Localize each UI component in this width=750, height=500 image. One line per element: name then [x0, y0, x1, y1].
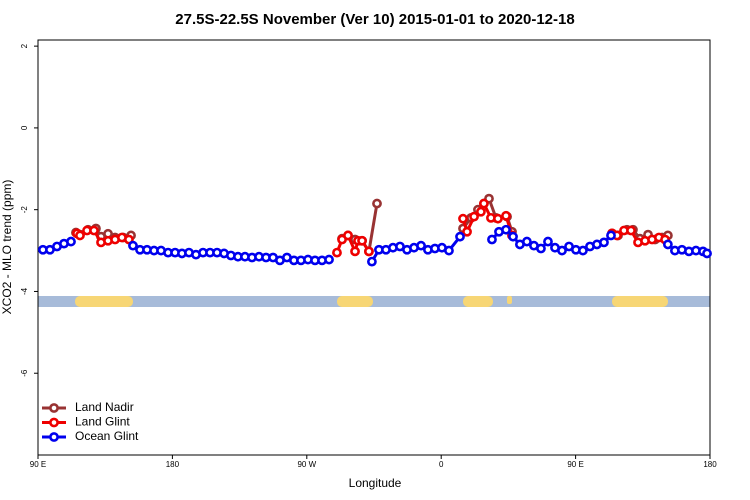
data-point [543, 236, 553, 247]
y-tick-label: -2 [20, 206, 29, 214]
data-point [606, 230, 616, 241]
x-tick-label: 180 [166, 460, 180, 469]
data-point [508, 231, 518, 242]
data-point [350, 246, 360, 257]
land-mask-band [38, 296, 710, 307]
data-point [372, 198, 382, 209]
land-band [507, 296, 512, 304]
legend-swatch [49, 417, 59, 428]
data-point [455, 231, 465, 242]
x-tick-label: 90 E [30, 460, 46, 469]
land-band [75, 296, 133, 307]
data-point [702, 248, 712, 259]
data-point [501, 224, 511, 235]
land-band [612, 296, 668, 307]
y-tick-label: 0 [20, 125, 29, 130]
data-point [493, 213, 503, 224]
land-band [337, 296, 373, 307]
data-point [128, 240, 138, 251]
data-point [364, 246, 374, 257]
data-point [357, 235, 367, 246]
data-point [89, 225, 99, 236]
y-tick-label: -6 [20, 369, 29, 377]
data-point [462, 226, 472, 237]
data-point [626, 225, 636, 236]
plot-frame [37, 39, 711, 456]
y-axis-label: XCO2 - MLO trend (ppm) [0, 180, 14, 315]
data-point [536, 243, 546, 254]
data-point [458, 213, 468, 224]
legend-swatch [49, 432, 59, 442]
data-point [66, 236, 76, 247]
y-tick-label: 2 [20, 43, 29, 48]
data-point [599, 237, 609, 248]
data-point [343, 230, 353, 241]
data-point [479, 198, 489, 209]
x-axis-label: Longitude [349, 476, 402, 490]
data-point [557, 245, 567, 256]
legend-swatch [49, 403, 59, 413]
chart-title: 27.5S-22.5S November (Ver 10) 2015-01-01… [175, 11, 574, 28]
data-point [578, 245, 588, 256]
data-point [332, 247, 342, 258]
data-point [522, 236, 532, 247]
x-tick-label: 90 E [567, 460, 583, 469]
legend-label: Land Nadir [75, 400, 134, 414]
data-point [444, 245, 454, 256]
data-point [662, 239, 673, 250]
data-point [501, 210, 511, 221]
x-tick-label: 180 [703, 460, 717, 469]
ocean-band [38, 296, 710, 307]
data-point [476, 206, 486, 217]
legend-label: Ocean Glint [75, 429, 139, 443]
legend-label: Land Glint [75, 415, 130, 429]
data-point [75, 230, 85, 241]
x-tick-label: 90 W [297, 460, 316, 469]
data-point [416, 240, 426, 251]
x-tick-label: 0 [439, 460, 444, 469]
y-tick-label: -4 [20, 287, 29, 295]
data-point [367, 256, 377, 267]
data-point [324, 254, 334, 265]
data-point [469, 211, 479, 222]
data-point [487, 234, 497, 245]
land-band [463, 296, 493, 307]
